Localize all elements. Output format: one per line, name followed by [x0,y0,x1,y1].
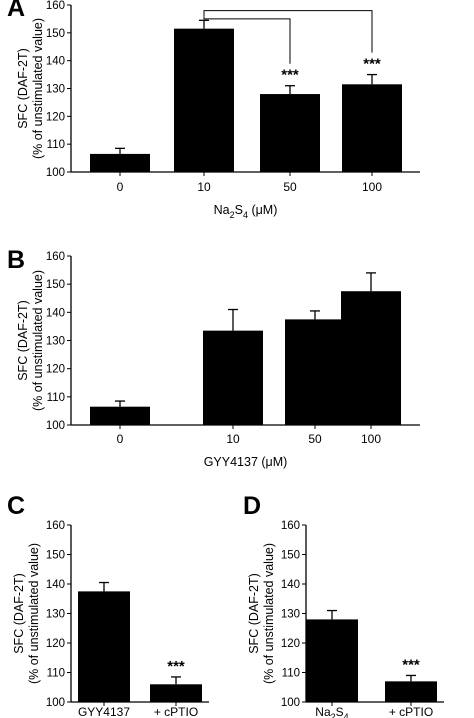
category-label: 50 [283,180,297,194]
y-tick-label: 150 [46,550,65,562]
y-tick-label: 110 [282,668,300,680]
y-tick-label: 110 [47,668,65,680]
category-label: 0 [117,432,124,446]
y-tick-label: 130 [46,609,65,621]
y-tick-label: 160 [46,520,65,532]
panel-letter-C: C [7,492,25,520]
x-axis-title-sub: 2 [230,210,235,220]
y-tick-label: 140 [281,579,300,591]
significance-stars: *** [167,658,185,675]
y-tick-label: 100 [46,167,65,179]
y-axis-title-line: (% of unstimulated value) [31,18,45,159]
bar-B-2 [285,319,345,425]
significance-stars: *** [281,67,299,84]
category-label: 100 [362,180,382,194]
y-axis-title-line: (% of unstimulated value) [27,543,41,684]
bar-A-1 [174,28,234,173]
y-tick-label: 100 [46,420,65,432]
y-axis-title-line: SFC (DAF-2T) [12,573,26,654]
y-axis-title-line: SFC (DAF-2T) [16,48,30,129]
category-label: GYY4137 [78,705,130,718]
comparison-bracket [203,10,373,53]
y-tick-label: 120 [281,638,300,650]
y-tick-label: 140 [46,56,65,68]
category-label: 0 [117,180,124,194]
bar-B-0 [90,406,150,425]
category-label: + cPTIO [389,705,433,718]
y-tick-label: 150 [281,550,300,562]
y-axis-title-line: (% of unstimulated value) [262,543,276,684]
category-label: 100 [361,432,381,446]
x-axis-title-main: Na [214,203,230,217]
y-tick-label: 110 [47,139,65,151]
panel-letter-D: D [243,492,261,520]
y-tick-label: 160 [46,251,65,263]
significance-stars: *** [402,656,420,673]
y-tick-label: 100 [46,697,65,709]
category-label: Na2S4 [315,705,348,718]
y-axis-title-line: (% of unstimulated value) [31,270,45,411]
bar-C-1 [150,684,202,702]
y-tick-label: 130 [46,84,65,96]
y-tick-label: 120 [46,364,65,376]
y-tick-label: 150 [46,279,65,291]
category-label-mid: S [336,705,344,718]
x-axis-title-mid: S [235,203,243,217]
bar-C-0 [78,591,130,702]
category-label: 10 [197,180,211,194]
significance-stars: *** [363,56,381,73]
y-tick-label: 130 [281,609,300,621]
y-axis-title-line: SFC (DAF-2T) [16,300,30,381]
bar-A-2 [260,94,320,172]
x-axis-title-sub: 4 [243,210,248,220]
category-label: + cPTIO [154,705,198,718]
y-tick-label: 140 [46,307,65,319]
bar-B-3 [341,291,401,425]
y-tick-label: 100 [281,697,300,709]
comparison-bracket [203,16,291,64]
x-axis-title: GYY4137 (μM) [204,455,288,469]
category-label-sub: 2 [331,712,336,718]
panel-letter-B: B [7,246,25,274]
y-tick-label: 160 [281,520,300,532]
x-axis-title-unit: (μM) [248,203,277,217]
y-tick-label: 140 [46,579,65,591]
y-tick-label: 150 [46,28,65,40]
bar-D-0 [306,619,358,702]
y-tick-label: 160 [46,0,65,12]
bar-D-1 [385,681,437,702]
y-tick-label: 120 [46,111,65,123]
y-tick-label: 130 [46,336,65,348]
y-axis-title-line: SFC (DAF-2T) [247,573,261,654]
y-tick-label: 110 [47,392,65,404]
y-tick-label: 120 [46,638,65,650]
bar-A-0 [90,153,150,172]
bar-A-3 [342,84,402,172]
category-label-main: Na [315,705,331,718]
category-label-sub: 4 [344,712,349,718]
x-axis-title: Na2S4 (μM) [214,203,278,220]
category-label: 10 [226,432,240,446]
bar-B-1 [203,330,263,425]
category-label: 50 [308,432,322,446]
panel-letter-A: A [7,0,25,22]
